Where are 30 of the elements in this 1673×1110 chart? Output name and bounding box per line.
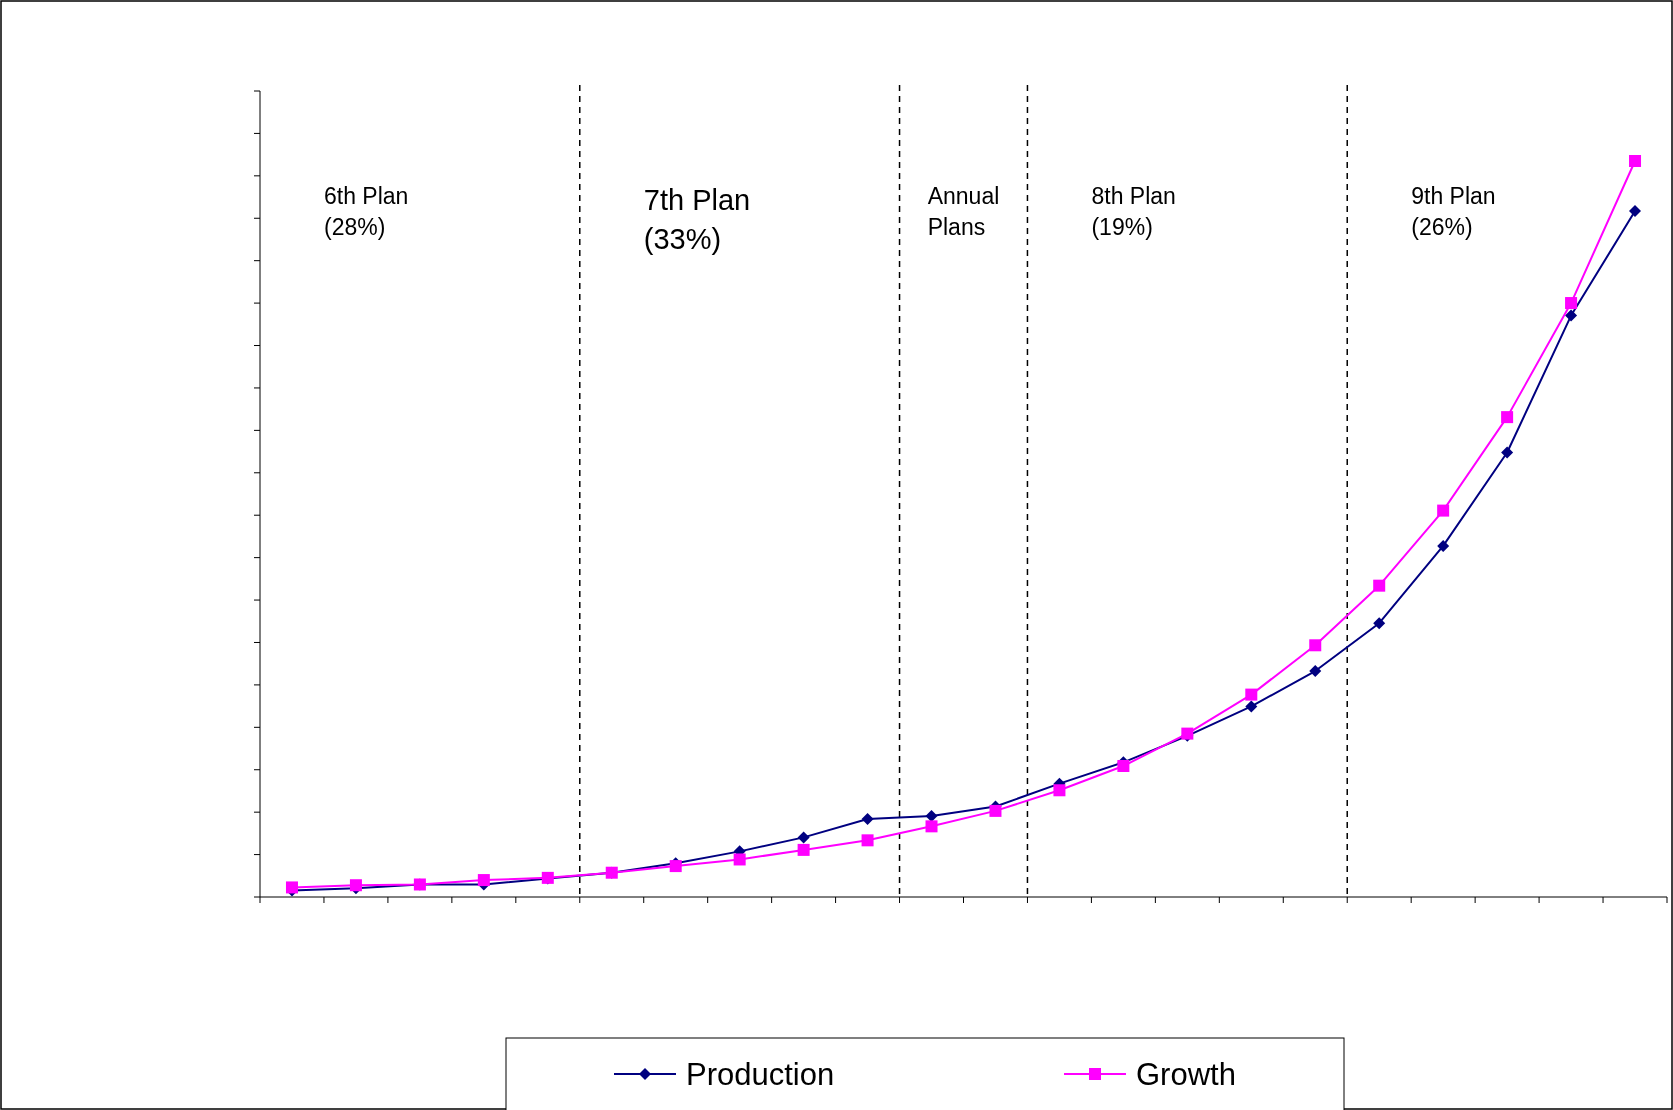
point bbox=[1309, 639, 1322, 652]
point bbox=[1053, 784, 1066, 797]
point bbox=[861, 812, 874, 825]
point bbox=[1373, 617, 1386, 630]
legend-label: Growth bbox=[1136, 1057, 1236, 1092]
point bbox=[797, 831, 810, 844]
point bbox=[1309, 665, 1322, 678]
point bbox=[1629, 155, 1642, 167]
point bbox=[733, 853, 746, 866]
annotation: Annual Plans bbox=[927, 183, 1000, 241]
point bbox=[1501, 411, 1514, 424]
annotation: 6th Plan (28%) bbox=[324, 183, 409, 241]
point bbox=[1373, 579, 1386, 592]
annotation: 9th Plan (26%) bbox=[1411, 183, 1496, 241]
point bbox=[925, 820, 938, 833]
point bbox=[1245, 700, 1258, 713]
point bbox=[477, 874, 490, 887]
annotation: 8th Plan (19%) bbox=[1091, 183, 1176, 241]
point bbox=[1437, 504, 1450, 517]
point bbox=[1501, 446, 1514, 459]
point bbox=[989, 804, 1002, 817]
annotation: 7th Plan (33%) bbox=[643, 184, 751, 256]
point bbox=[1629, 205, 1642, 218]
point bbox=[797, 843, 810, 856]
legend-label: Production bbox=[686, 1057, 835, 1092]
point bbox=[1565, 309, 1578, 322]
point bbox=[1437, 539, 1450, 552]
point bbox=[1245, 688, 1258, 701]
point bbox=[861, 834, 874, 847]
point bbox=[1565, 297, 1578, 310]
